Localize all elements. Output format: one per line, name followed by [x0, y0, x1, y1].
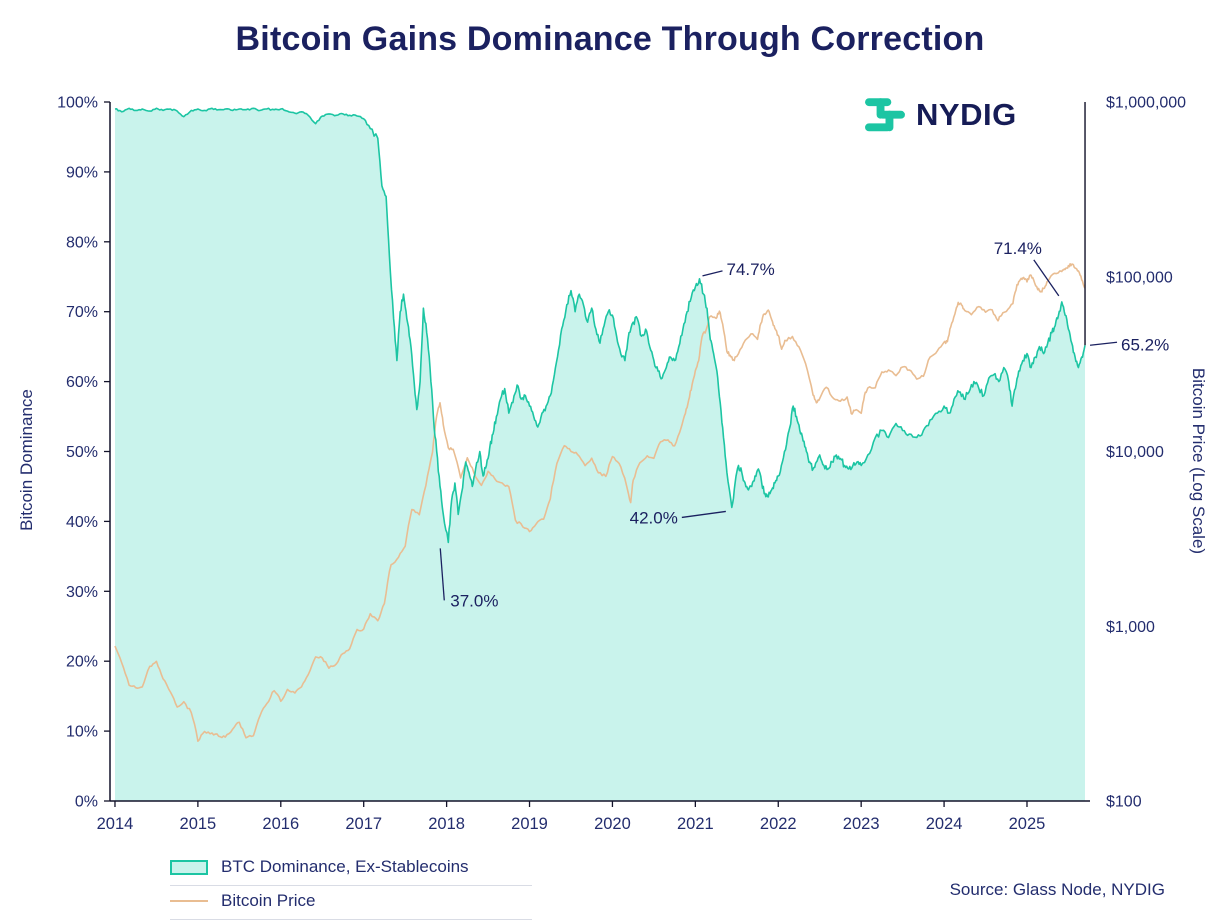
x-axis-tick-label: 2020: [594, 815, 631, 833]
x-axis-tick-label: 2025: [1009, 815, 1046, 833]
y-right-tick-label: $100,000: [1106, 269, 1173, 286]
annotation-label: 65.2%: [1121, 335, 1169, 354]
x-axis-tick-label: 2014: [97, 815, 134, 833]
page-title: Bitcoin Gains Dominance Through Correcti…: [235, 20, 985, 58]
x-axis-tick-label: 2016: [262, 815, 299, 833]
y-left-tick-label: 100%: [57, 95, 98, 112]
y-left-tick-label: 50%: [66, 444, 98, 461]
legend-item-btc-dominance: BTC Dominance, Ex-Stablecoins: [170, 852, 532, 886]
legend: BTC Dominance, Ex-Stablecoins Bitcoin Pr…: [170, 852, 532, 920]
annotation-connector-line: [1033, 259, 1060, 297]
y-right-tick-label: $10,000: [1106, 444, 1164, 461]
legend-swatch-price-line: [170, 900, 208, 902]
y-axis-title-left: Bitcoin Dominance: [17, 389, 36, 531]
y-left-tick-label: 10%: [66, 724, 98, 741]
legend-swatch-dominance-area: [170, 859, 208, 875]
y-axis-title-right: Bitcoin Price (Log Scale): [1189, 367, 1208, 555]
legend-label-price: Bitcoin Price: [221, 891, 316, 910]
x-axis-tick-label: 2024: [926, 815, 963, 833]
y-right-tick-label: $100: [1106, 794, 1142, 811]
btc-dominance-area: [115, 108, 1085, 802]
nydig-logo-icon: [865, 98, 905, 132]
y-right-tick-label: $1,000: [1106, 619, 1155, 636]
annotation-label: 37.0%: [450, 591, 498, 610]
x-axis-tick-label: 2017: [345, 815, 382, 833]
y-left-tick-label: 0%: [75, 794, 98, 811]
x-axis-tick-label: 2021: [677, 815, 714, 833]
source-credit: Source: Glass Node, NYDIG: [949, 880, 1165, 899]
y-left-tick-label: 20%: [66, 654, 98, 671]
x-axis-tick-label: 2022: [760, 815, 797, 833]
y-left-tick-label: 70%: [66, 304, 98, 321]
nydig-logo: NYDIG: [864, 94, 1017, 136]
annotation-label: 71.4%: [994, 239, 1042, 258]
annotation-label: 42.0%: [630, 508, 678, 527]
x-axis-tick-label: 2015: [180, 815, 217, 833]
bitcoin-price-line: [114, 263, 1086, 742]
y-left-tick-label: 90%: [66, 164, 98, 181]
x-axis-tick-label: 2019: [511, 815, 548, 833]
y-right-tick-label: $1,000,000: [1106, 95, 1186, 112]
legend-label-dominance: BTC Dominance, Ex-Stablecoins: [221, 857, 469, 876]
annotation-connector-line: [681, 510, 726, 519]
x-axis-tick-label: 2018: [428, 815, 465, 833]
y-left-tick-label: 80%: [66, 234, 98, 251]
y-left-tick-label: 30%: [66, 584, 98, 601]
annotation-connector-line: [702, 270, 723, 277]
annotation-connector-line: [439, 548, 445, 601]
annotation-connector-line: [1089, 341, 1118, 346]
y-left-tick-label: 40%: [66, 514, 98, 531]
legend-item-bitcoin-price: Bitcoin Price: [170, 886, 532, 920]
x-axis-tick-label: 2023: [843, 815, 880, 833]
nydig-logo-text: NYDIG: [916, 97, 1017, 132]
btc-dominance-line: [114, 107, 1086, 544]
y-left-tick-label: 60%: [66, 374, 98, 391]
annotation-label: 74.7%: [726, 260, 774, 279]
